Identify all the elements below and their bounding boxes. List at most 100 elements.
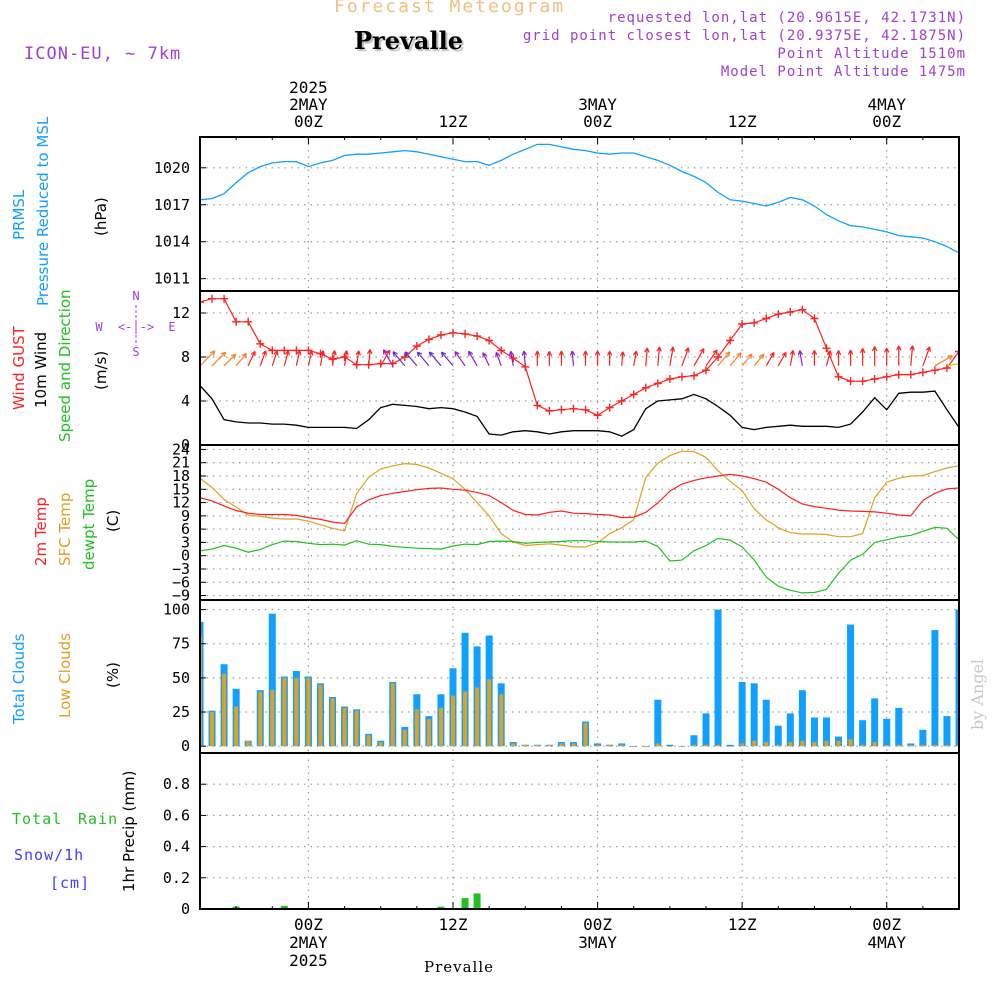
precip-rain-label: Rain [78, 810, 119, 828]
precip-bar [461, 898, 469, 909]
wind-direction-arrow [558, 350, 565, 366]
wind-gust-point [232, 317, 241, 326]
wind-gust-point [388, 359, 397, 368]
wind-direction-arrow [382, 349, 394, 367]
wind-gust-point [822, 344, 831, 353]
wind-direction-arrow [508, 350, 515, 366]
cloud-low-bar [704, 744, 708, 747]
temp-ytick-label: 21 [172, 454, 190, 472]
cloud-low-bar [487, 679, 492, 747]
cloud-low-bar [426, 718, 431, 747]
wind-direction-arrow [859, 348, 866, 366]
top-time-label: 3MAY [578, 95, 617, 114]
precip-cm-label: [cm] [50, 874, 91, 892]
cloud-total-bar [810, 717, 818, 747]
wind-gust-point [497, 346, 506, 355]
wind-gust-point [726, 336, 735, 345]
wind-gust-point [208, 294, 217, 303]
temp-ytick-label: −9 [172, 587, 190, 605]
wind-gust-point [858, 377, 867, 386]
wind-direction-arrow [656, 346, 662, 366]
cloud-low-bar [993, 738, 997, 746]
cloud-low-bar [631, 746, 636, 747]
wind-gust-point [280, 346, 289, 355]
top-time-label: 4MAY [867, 95, 906, 114]
compass-w: W [95, 320, 103, 334]
cloud-low-bar [932, 744, 937, 747]
temp-2m-line [200, 473, 959, 525]
wind-direction-arrow [534, 350, 541, 366]
cloud-low-bar [306, 677, 311, 747]
cloud-low-bar [607, 744, 612, 747]
wind-gust-point [220, 294, 229, 303]
temp-ytick-label: 24 [172, 440, 190, 458]
cloud-low-bar [643, 746, 648, 747]
compass-e: E [168, 320, 175, 334]
top-time-label: 00Z [583, 112, 612, 131]
top-time-label: 2MAY [289, 95, 328, 114]
wind-direction-arrow [693, 348, 705, 367]
cloud-total-bar [859, 720, 867, 747]
cloud-total-bar [172, 652, 179, 746]
wind-gust-point [200, 298, 204, 306]
cloud-low-bar [354, 710, 359, 747]
wind-direction-arrow [307, 350, 314, 366]
wind-ytick-label: 4 [181, 392, 190, 410]
wind-gust-point [918, 368, 927, 377]
temp-ytick-label: 15 [172, 480, 190, 498]
wind-direction-arrow [681, 347, 690, 367]
wind-direction-arrow [355, 350, 361, 366]
wind-direction-arrow [797, 350, 804, 366]
wind-gust-point [473, 332, 482, 341]
cloud-total-bar [750, 683, 758, 747]
wind-gust-point [436, 331, 445, 339]
wind-direction-arrow [934, 355, 954, 367]
temp-ytick-label: 9 [181, 507, 190, 525]
cloud-total-bar [268, 613, 276, 747]
compass-s: S [132, 345, 139, 359]
wind-direction-arrow [789, 349, 795, 366]
bottom-time-label: 2MAY [289, 933, 328, 952]
wind-direction-arrow [404, 351, 418, 367]
wind-gust-point [629, 390, 638, 399]
pressure-ytick-label: 1014 [154, 233, 190, 251]
wind-frame [199, 290, 960, 446]
pressure-frame [199, 136, 960, 292]
precip-bar [473, 893, 481, 909]
cloud-low-bar [691, 744, 696, 747]
cloud-total-bar [871, 698, 879, 747]
cloud-low-bar [812, 742, 817, 747]
cloud-total-bar [702, 713, 710, 747]
wind-direction-arrow [669, 346, 676, 366]
wind-direction-arrow [295, 350, 302, 366]
wind-direction-arrow [440, 351, 454, 367]
wind-direction-arrow [946, 363, 959, 367]
wind-direction-arrow [367, 349, 373, 366]
cloud-total-bar [786, 713, 794, 747]
cloud-low-bar [764, 742, 769, 747]
cloud-low-bar [944, 744, 949, 747]
wind-gust-line [200, 298, 959, 416]
cloud-total-bar [895, 707, 903, 747]
cloud-total-bar [690, 735, 698, 747]
precip-frame [199, 752, 960, 910]
wind-gust-point [533, 401, 542, 410]
wind-direction-arrow [495, 351, 502, 367]
wind-gust-point [689, 371, 698, 380]
wind-direction-arrow [606, 350, 613, 366]
wind-gust-point [774, 310, 783, 319]
wind-gust-point [557, 405, 566, 414]
precip-bar [437, 906, 445, 909]
temp-ytick-label: 6 [181, 520, 190, 538]
wind-direction-arrow [922, 346, 931, 367]
wind-direction-arrow [454, 350, 466, 367]
wind-gust-point [714, 353, 723, 361]
wind-direction-arrow [632, 350, 639, 366]
cloud-total-bar [968, 623, 975, 746]
cloud-total-bar [883, 718, 891, 747]
wind-gust-point [412, 342, 421, 350]
wind-gust-point [955, 347, 959, 356]
wind-gust-point [846, 377, 855, 386]
cloud-low-bar [896, 744, 901, 747]
cloud-low-bar [270, 690, 275, 747]
